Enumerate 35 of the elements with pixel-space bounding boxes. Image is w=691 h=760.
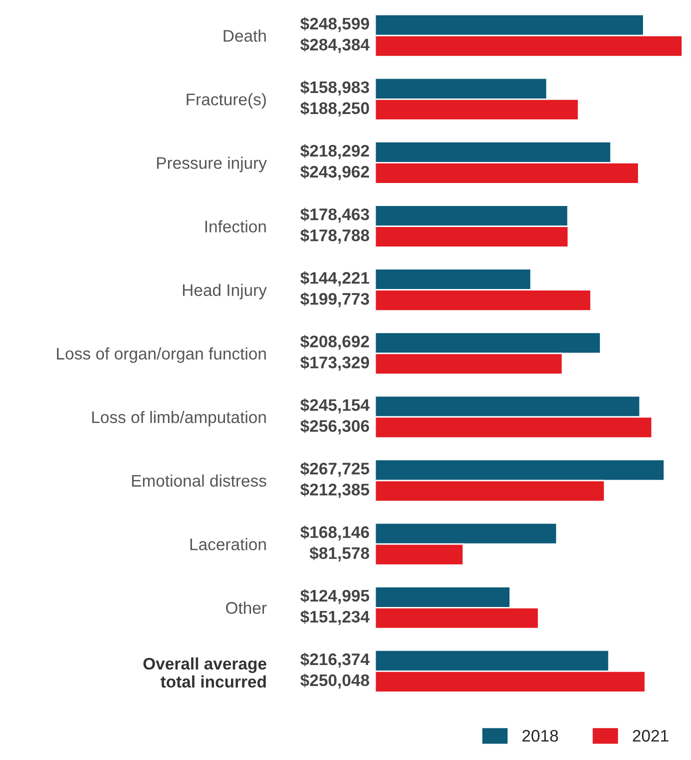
y-tick-label: Other <box>226 602 267 614</box>
y-tick-label: Loss of limb/amputation <box>92 410 266 426</box>
y-tick-label: Laceration <box>190 538 266 550</box>
data-label: $178,788 <box>300 228 370 244</box>
data-label: $188,250 <box>300 102 369 117</box>
data-label: $248,599 <box>300 17 370 32</box>
data-label: $216,374 <box>300 652 370 668</box>
data-label: $284,384 <box>300 38 370 53</box>
data-label: $250,048 <box>300 674 370 689</box>
y-tick-label: Head Injury <box>183 284 267 300</box>
legend-label: 2018 <box>522 730 558 742</box>
y-tick-label: Death <box>224 30 266 42</box>
y-tick-label: Pressure injury <box>157 156 267 172</box>
data-label: $144,221 <box>300 271 370 286</box>
data-label: $267,725 <box>300 462 370 477</box>
data-label: $124,995 <box>300 589 370 604</box>
y-tick-label: Fracture(s) <box>186 93 266 109</box>
y-tick-label: Emotional distress <box>132 474 266 487</box>
data-label: $245,154 <box>300 398 370 414</box>
data-label: $243,962 <box>300 165 369 180</box>
legend-label: 2021 <box>632 730 668 742</box>
data-label: $81,578 <box>310 546 370 562</box>
data-label: $212,385 <box>300 482 370 498</box>
data-label: $178,463 <box>300 208 370 223</box>
y-tick-label: Loss of organ/organ function <box>57 347 266 363</box>
data-label: $151,234 <box>300 610 370 626</box>
y-tick-label: Overall average total incurred <box>143 657 266 688</box>
data-label: $173,329 <box>300 356 370 371</box>
data-label: $199,773 <box>300 292 370 308</box>
data-label: $158,983 <box>300 80 370 96</box>
y-tick-label: Infection <box>205 220 266 232</box>
data-label: $168,146 <box>300 526 370 540</box>
data-label: $218,292 <box>300 144 369 160</box>
data-label: $256,306 <box>300 419 370 434</box>
data-label: $208,692 <box>300 334 369 350</box>
